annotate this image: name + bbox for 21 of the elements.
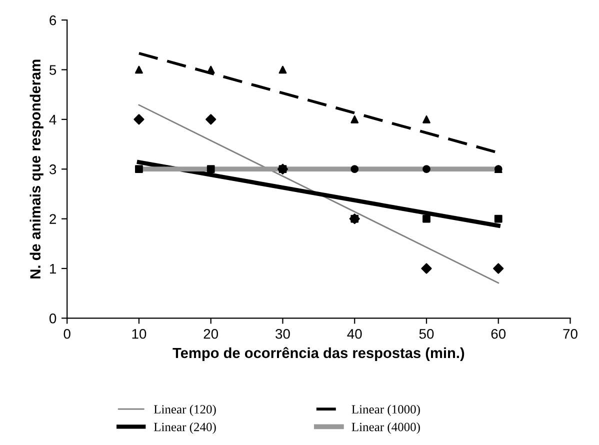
y-tick-label: 3 — [49, 164, 56, 174]
y-tick-label: 6 — [50, 15, 56, 26]
y-tick-label: 4 — [49, 114, 56, 124]
y-tick-label: 5 — [50, 65, 56, 75]
x-tick-label: 70 — [563, 328, 578, 339]
x-tick-label: 0 — [64, 328, 70, 339]
x-tick-label: 40 — [347, 328, 362, 339]
x-tick-label: 20 — [204, 328, 218, 339]
legend-label: Linear (240) — [154, 422, 216, 434]
y-tick-label: 2 — [50, 214, 56, 224]
x-axis-title: Tempo de ocorrência das respostas (min.) — [172, 347, 464, 362]
y-axis-title: N. de animais que responderam — [30, 60, 44, 278]
x-tick-label: 50 — [419, 328, 434, 339]
legend-label: Linear (4000) — [352, 422, 420, 434]
y-tick-label: 0 — [49, 314, 56, 324]
y-tick-label: 1 — [50, 264, 56, 274]
legend-label: Linear (1000) — [352, 404, 420, 416]
legend-label: Linear (120) — [154, 404, 216, 416]
x-tick-label: 60 — [491, 328, 506, 339]
x-tick-label: 30 — [276, 328, 290, 339]
x-tick-label: 10 — [132, 328, 146, 339]
